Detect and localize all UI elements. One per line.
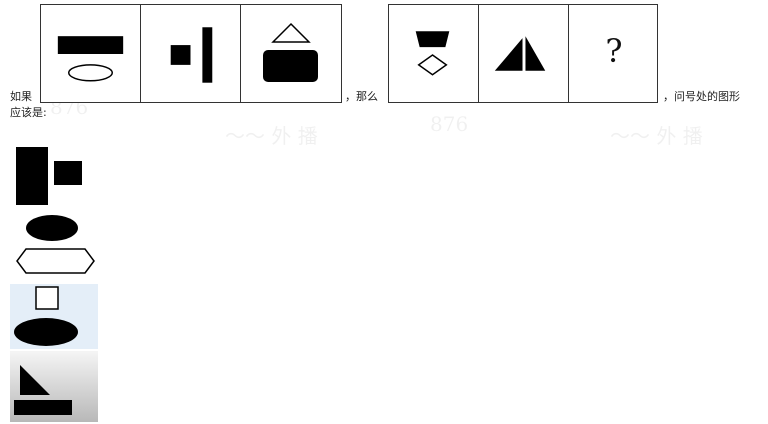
square-beside-bar-icon <box>170 27 213 83</box>
figure-panel-left <box>40 4 342 103</box>
tall-rect-with-small-square-icon <box>16 147 82 205</box>
figure-cell-question: ? <box>569 5 659 102</box>
double-triangle-icon <box>494 36 546 71</box>
triangle-over-rectangle-icon <box>10 351 98 422</box>
question-mark: ? <box>605 32 623 70</box>
figure-panel-right: ? <box>388 4 658 103</box>
question-middle: ，那么 <box>345 90 378 103</box>
option-4[interactable] <box>10 351 98 422</box>
watermark: ～～ 外 播 <box>225 124 318 148</box>
figure-cell <box>41 5 141 102</box>
triangle-over-rounded-rect-icon <box>263 22 318 82</box>
option-3[interactable] <box>10 284 98 349</box>
trapezoid-over-diamond-icon <box>415 31 450 76</box>
figure-cell <box>389 5 479 102</box>
rectangle-over-ellipse-icon <box>57 36 124 82</box>
figure-cell <box>479 5 569 102</box>
option-2[interactable] <box>10 211 100 277</box>
watermark: 876 <box>430 112 469 136</box>
question-line2: 应该是: <box>10 106 47 119</box>
figure-cell <box>141 5 241 102</box>
square-over-ellipse-icon <box>10 284 98 349</box>
question-suffix: ，问号处的图形 <box>663 90 740 103</box>
figure-cell <box>241 5 341 102</box>
option-1[interactable] <box>10 141 90 207</box>
watermark: ～～ 外 播 <box>610 124 703 148</box>
ellipse-over-hexagon-icon <box>16 215 95 274</box>
question-prefix: 如果 <box>10 90 32 103</box>
